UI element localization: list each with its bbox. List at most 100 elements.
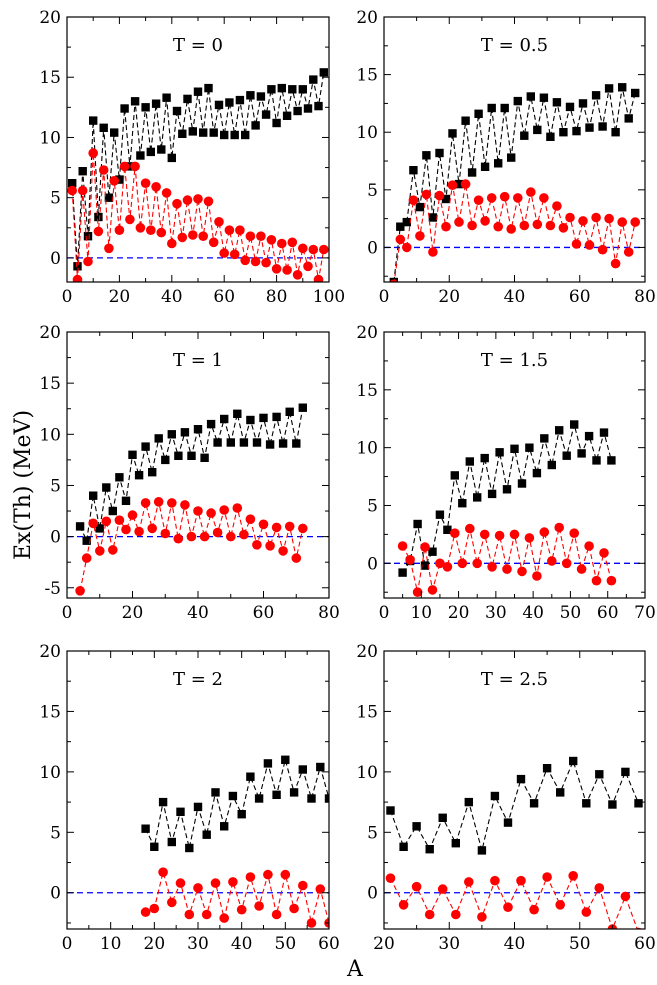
circle-marker: [441, 221, 451, 232]
y-tick-label: 5: [50, 189, 61, 209]
circle-marker: [529, 904, 539, 915]
red-circles-line: [71, 153, 325, 280]
x-tick-label: 70: [634, 603, 656, 623]
square-marker: [611, 128, 620, 137]
circle-marker: [208, 237, 219, 248]
x-tick-label: 20: [122, 603, 144, 623]
square-marker: [83, 232, 93, 241]
square-marker: [115, 175, 124, 184]
x-tick-label: 10: [100, 934, 122, 954]
circle-marker: [160, 528, 171, 539]
square-marker: [174, 451, 183, 460]
square-marker: [552, 98, 562, 107]
square-marker: [507, 153, 516, 162]
circle-marker: [114, 515, 125, 525]
circle-marker: [415, 231, 425, 241]
circle-marker: [193, 194, 203, 204]
square-marker: [202, 830, 211, 839]
black-squares-line: [389, 759, 640, 851]
circle-marker: [503, 902, 513, 912]
square-marker: [272, 118, 281, 128]
circle-marker: [206, 508, 216, 518]
square-marker: [525, 443, 534, 452]
square-marker: [607, 456, 616, 465]
circle-marker: [282, 265, 292, 275]
circle-marker: [506, 224, 516, 234]
circle-marker: [158, 867, 168, 877]
y-tick-label: 20: [39, 323, 61, 343]
circle-marker: [261, 257, 271, 268]
square-marker: [225, 98, 234, 107]
square-marker: [631, 88, 640, 98]
square-marker: [226, 438, 235, 447]
square-marker: [193, 425, 203, 434]
circle-marker: [93, 226, 104, 237]
square-marker: [130, 97, 140, 106]
square-marker: [206, 419, 216, 429]
x-tick-label: 30: [187, 934, 209, 954]
x-tick-label: 60: [318, 934, 340, 954]
square-marker: [141, 824, 150, 833]
circle-marker: [153, 497, 164, 507]
circle-marker: [95, 546, 105, 556]
x-tick-label: 40: [231, 934, 253, 954]
circle-marker: [140, 907, 151, 917]
circle-marker: [539, 193, 549, 203]
circle-marker: [125, 214, 135, 225]
circle-marker: [156, 227, 167, 238]
square-marker: [108, 506, 117, 516]
y-tick-label: 10: [356, 439, 378, 459]
circle-marker: [127, 510, 138, 520]
circle-marker: [263, 869, 273, 880]
square-marker: [533, 125, 542, 135]
square-marker: [578, 99, 588, 108]
circle-marker: [509, 529, 520, 540]
circle-marker: [210, 878, 221, 888]
x-tick-label: 0: [62, 603, 73, 623]
circle-marker: [502, 564, 512, 574]
circle-marker: [182, 195, 193, 205]
circle-marker: [219, 505, 229, 515]
square-marker: [68, 179, 77, 188]
square-marker: [465, 457, 474, 466]
circle-marker: [486, 193, 497, 203]
square-marker: [199, 128, 208, 137]
circle-marker: [517, 566, 527, 577]
circle-marker: [254, 901, 264, 911]
panel-frame: [66, 331, 330, 599]
circle-marker: [389, 279, 399, 282]
square-marker: [474, 109, 483, 118]
x-tick-label: 20: [109, 287, 131, 307]
square-marker: [146, 147, 155, 157]
circle-marker: [212, 527, 223, 538]
square-marker: [263, 759, 273, 768]
x-tick-label: 100: [313, 287, 345, 307]
circle-marker: [578, 216, 588, 226]
square-marker: [565, 102, 575, 112]
square-marker: [546, 132, 555, 141]
circle-marker: [591, 575, 602, 586]
circle-marker: [513, 193, 523, 203]
circle-marker: [617, 217, 627, 227]
square-marker: [634, 799, 643, 808]
x-tick-label: 60: [634, 934, 656, 954]
circle-marker: [280, 869, 291, 880]
square-marker: [399, 842, 408, 851]
square-marker: [251, 121, 260, 130]
square-marker: [396, 222, 405, 231]
square-marker: [141, 103, 150, 112]
square-marker: [104, 193, 114, 202]
circle-marker: [134, 526, 144, 537]
square-marker: [585, 123, 594, 132]
square-marker: [584, 431, 594, 441]
square-marker: [89, 116, 98, 125]
circle-marker: [576, 564, 587, 574]
circle-marker: [494, 530, 505, 541]
circle-marker: [408, 195, 419, 205]
square-marker: [272, 790, 281, 799]
square-marker: [233, 409, 242, 418]
square-marker: [281, 755, 290, 764]
square-marker: [200, 453, 209, 462]
circle-marker: [552, 201, 562, 211]
